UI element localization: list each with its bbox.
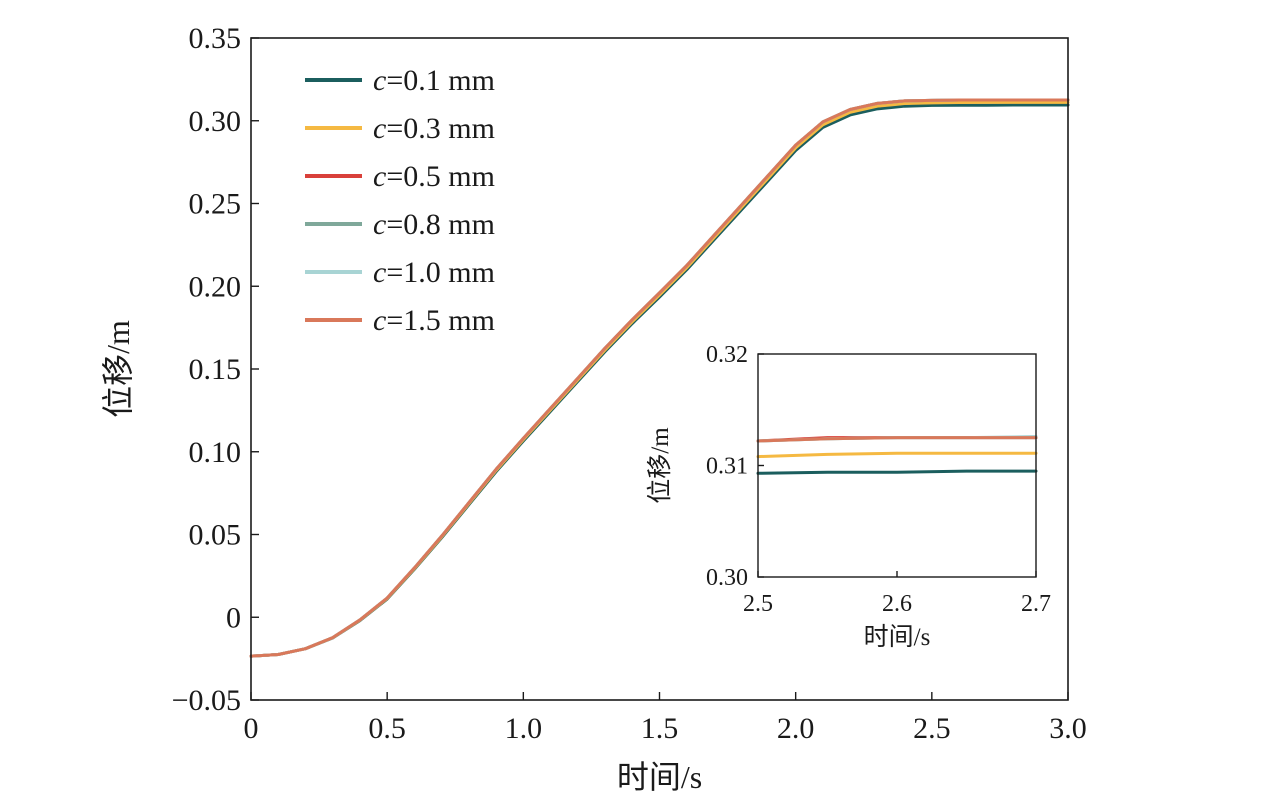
main-x-tick-label: 3.0: [1049, 712, 1087, 745]
legend-label-1: c=0.1 mm: [373, 64, 495, 97]
inset-y-tick-label: 0.30: [706, 565, 748, 591]
legend: c=0.1 mm c=0.3 mm c=0.5 mm c=0.8 mm c=1.0 mm…: [305, 64, 495, 337]
main-x-tick-label: 1.5: [641, 712, 679, 745]
main-y-tick-label: 0.35: [189, 22, 242, 55]
legend-label-2: c=0.3 mm: [373, 112, 495, 145]
main-x-tick-label: 0.5: [368, 712, 406, 745]
legend-label-6: c=1.5 mm: [373, 304, 495, 337]
main-x-tick-label: 0: [244, 712, 259, 745]
inset-plot: 2.5 2.6 2.7 0.30 0.31 0.32 时间/s 位移/m: [646, 342, 1051, 651]
inset-y-tick-label: 0.32: [706, 342, 748, 368]
inset-x-tick-label: 2.7: [1021, 591, 1051, 617]
inset-series-line-2: [756, 451, 1038, 459]
legend-label-5: c=1.0 mm: [373, 256, 495, 289]
legend-label-4: c=0.8 mm: [373, 208, 495, 241]
main-y-tick-label: 0.30: [189, 105, 242, 138]
main-series-line-6: [249, 98, 1070, 658]
main-axis-ticks: 0 0.5 1.0 1.5 2.0 2.5 3.0−0.0500.050.100.150.2…: [172, 22, 1087, 745]
legend-label-3: c=0.5 mm: [373, 160, 495, 193]
main-y-axis-title: 位移/m: [100, 320, 136, 418]
main-y-tick-label: 0.15: [189, 353, 242, 386]
inset-x-tick-label: 2.6: [882, 591, 912, 617]
inset-background: [758, 354, 1036, 577]
inset-x-axis-title: 时间/s: [864, 623, 931, 651]
main-x-tick-label: 2.5: [913, 712, 951, 745]
main-plot: 0 0.5 1.0 1.5 2.0 2.5 3.0−0.0500.050.100.150.2…: [100, 22, 1087, 795]
inset-series-line-6: [756, 436, 1038, 443]
inset-series-line-1: [756, 469, 1038, 475]
main-y-tick-label: 0.10: [189, 436, 242, 469]
main-x-axis-title: 时间/s: [617, 759, 702, 795]
main-y-tick-label: 0: [226, 601, 241, 634]
main-y-tick-label: 0.05: [189, 519, 242, 552]
inset-y-axis-title: 位移/m: [646, 427, 674, 504]
main-y-tick-label: 0.25: [189, 188, 242, 221]
inset-axis-ticks: 2.5 2.6 2.7 0.30 0.31 0.32: [706, 342, 1051, 617]
main-series-lines: [249, 98, 1070, 658]
inset-y-tick-label: 0.31: [706, 454, 748, 480]
inset-x-tick-label: 2.5: [743, 591, 773, 617]
main-x-tick-label: 2.0: [777, 712, 815, 745]
main-x-tick-label: 1.0: [505, 712, 543, 745]
main-y-tick-label: 0.20: [189, 270, 242, 303]
inset-series-lines: [756, 435, 1038, 475]
main-y-tick-label: −0.05: [172, 684, 241, 717]
